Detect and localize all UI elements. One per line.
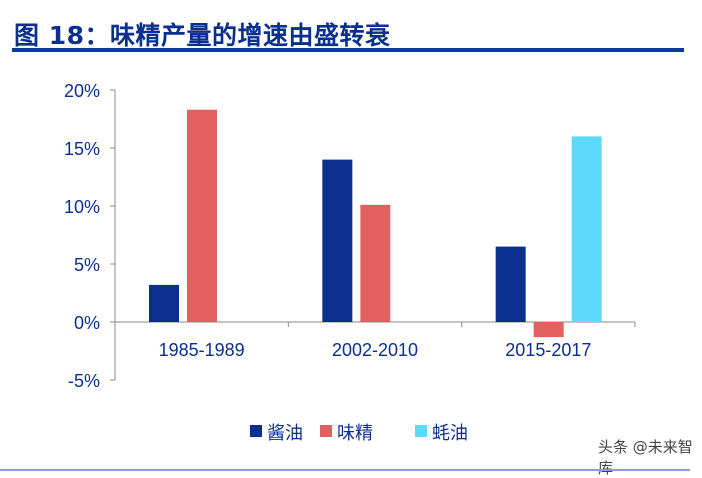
bottom-divider — [0, 469, 690, 471]
y-tick-label: -5% — [68, 371, 100, 391]
legend-swatch — [320, 425, 332, 437]
y-tick-label: 10% — [64, 197, 100, 217]
bar-酱油-1985-1989 — [149, 284, 179, 322]
x-tick-label: 2015-2017 — [505, 340, 591, 360]
bar-酱油-2002-2010 — [322, 159, 353, 322]
legend-swatch — [250, 425, 262, 437]
bar-味精-1985-1989 — [187, 109, 217, 322]
x-tick-label: 2002-2010 — [332, 340, 418, 360]
y-tick-label: 5% — [74, 255, 100, 275]
y-tick-label: 0% — [74, 313, 100, 333]
legend-label: 酱油 — [267, 423, 303, 444]
bar-酱油-2015-2017 — [495, 246, 526, 322]
bar-蚝油-2015-2017 — [571, 136, 602, 322]
chart-title: 图 18：味精产量的增速由盛转衰 — [14, 21, 391, 50]
legend-label: 味精 — [337, 423, 373, 444]
x-tick-label: 1985-1989 — [159, 340, 245, 360]
legend-label: 蚝油 — [432, 423, 468, 444]
bar-味精-2015-2017 — [533, 322, 564, 338]
legend-swatch — [415, 425, 427, 437]
bar-味精-2002-2010 — [360, 204, 391, 322]
title-underline — [12, 48, 684, 52]
y-tick-label: 20% — [64, 81, 100, 101]
y-tick-label: 15% — [64, 139, 100, 159]
